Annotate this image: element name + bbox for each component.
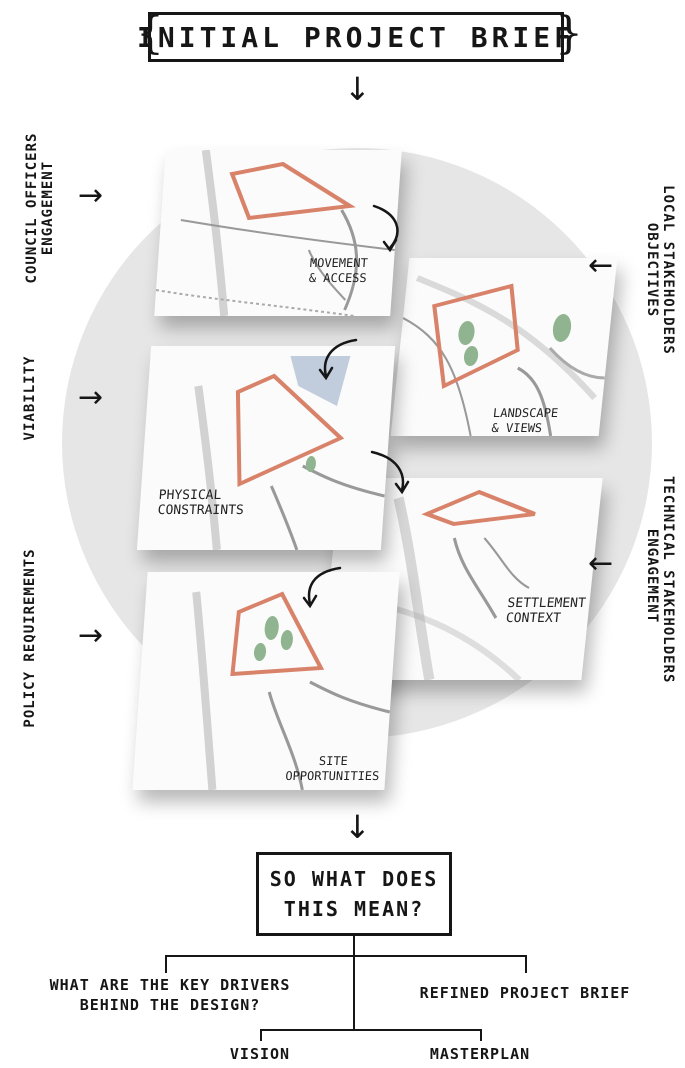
input-council-line2: ENGAGEMENT: [40, 160, 56, 256]
outcome-key-drivers: WHAT ARE THE KEY DRIVERS BEHIND THE DESI…: [30, 975, 310, 1015]
input-policy-requirements: POLICY REQUIREMENTS: [22, 548, 38, 728]
input-local-line1: LOCAL STAKEHOLDERS: [660, 185, 676, 355]
arrow-right-icon: →: [78, 618, 104, 653]
sheet-site-opportunities: SITE OPPORTUNITIES: [132, 572, 400, 790]
tree-drop-right: [525, 955, 527, 973]
arrow-right-icon: →: [78, 380, 104, 415]
sheet-movement-access: MOVEMENT & ACCESS: [154, 150, 402, 316]
input-viability: VIABILITY: [22, 348, 38, 448]
map-sketch-physical: [194, 356, 386, 550]
outcome-key-drivers-line2: BEHIND THE DESIGN?: [79, 996, 261, 1014]
question-box: SO WHAT DOES THIS MEAN?: [256, 852, 452, 936]
sheet-physical-constraints: PHYSICAL CONSTRAINTS: [136, 346, 396, 550]
map-sketch-site: [192, 591, 391, 790]
arrow-left-icon: ←: [588, 248, 614, 283]
arrow-down-icon: ↓: [344, 808, 371, 846]
outcome-key-drivers-line1: WHAT ARE THE KEY DRIVERS: [49, 976, 291, 994]
map-sketch-landscape: [402, 275, 605, 436]
input-technical-stakeholders: TECHNICAL STAKEHOLDERS ENGAGEMENT: [644, 476, 676, 684]
tree-branch-bottom: [260, 1029, 482, 1031]
outcome-refined-brief-text: REFINED PROJECT BRIEF: [419, 984, 631, 1002]
sheet-label-site: SITE OPPORTUNITIES: [284, 754, 380, 783]
input-technical-line2: ENGAGEMENT: [644, 528, 660, 624]
arrow-right-icon: →: [78, 178, 104, 213]
sheet-label-settlement: SETTLEMENT CONTEXT: [505, 596, 587, 626]
title-box: INITIAL PROJECT BRIEF: [137, 12, 571, 62]
outcome-vision-text: VISION: [229, 1045, 291, 1063]
input-council-officers: COUNCIL OFFICERS ENGAGEMENT: [24, 128, 56, 288]
input-technical-line1: TECHNICAL STAKEHOLDERS: [660, 476, 676, 684]
title-right-bracket: }: [555, 8, 583, 59]
page-title: INITIAL PROJECT BRIEF: [137, 20, 576, 54]
sheet-label-landscape: LANDSCAPE & VIEWS: [490, 406, 559, 435]
tree-drop-left: [165, 955, 167, 973]
input-policy-line1: POLICY REQUIREMENTS: [22, 548, 38, 728]
input-council-line1: COUNCIL OFFICERS: [24, 132, 40, 284]
map-sketch-movement: [155, 150, 395, 316]
outcome-masterplan: MASTERPLAN: [400, 1044, 560, 1064]
arrow-down-icon: ↓: [344, 70, 371, 108]
tree-branch-top: [165, 955, 527, 957]
outcome-refined-brief: REFINED PROJECT BRIEF: [400, 983, 650, 1003]
input-local-line2: OBJECTIVES: [644, 222, 660, 318]
input-local-stakeholders: LOCAL STAKEHOLDERS OBJECTIVES: [644, 180, 676, 360]
sheet-label-movement: MOVEMENT & ACCESS: [308, 256, 369, 285]
tree-stem: [353, 936, 355, 1030]
input-viability-line1: VIABILITY: [22, 355, 38, 441]
question-line1: SO WHAT DOES: [269, 867, 439, 891]
tree-drop-vision: [260, 1029, 262, 1041]
tree-drop-masterplan: [480, 1029, 482, 1041]
sheet-landscape-views: LANDSCAPE & VIEWS: [390, 258, 618, 436]
outcome-vision: VISION: [210, 1044, 310, 1064]
arrow-left-icon: ←: [588, 546, 614, 581]
question-line2: THIS MEAN?: [283, 897, 425, 921]
outcome-masterplan-text: MASTERPLAN: [429, 1045, 531, 1063]
sheet-label-physical: PHYSICAL CONSTRAINTS: [157, 488, 245, 518]
